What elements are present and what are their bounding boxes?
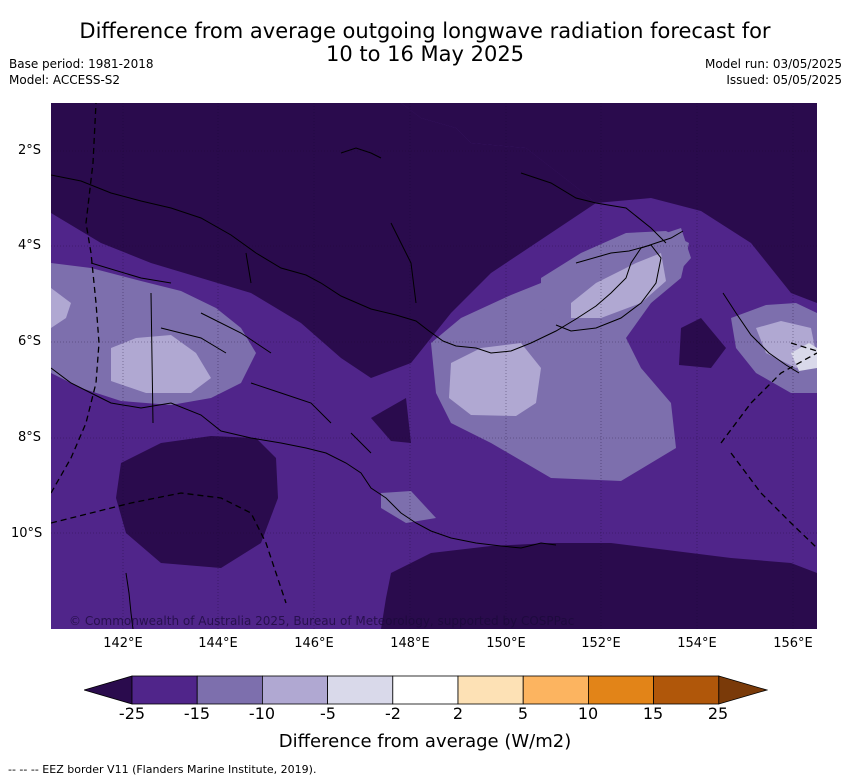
border-png-provinces — [90, 222, 417, 454]
legend-label: -2 — [385, 704, 401, 723]
legend-swatch — [653, 675, 720, 705]
coast-new-britain — [555, 244, 662, 332]
legend-label: 25 — [707, 704, 729, 723]
coast-bougainville — [722, 292, 800, 374]
coastlines — [51, 147, 800, 629]
coast-new-ireland — [520, 172, 667, 244]
legend-label: -15 — [183, 704, 211, 723]
legend-label: -25 — [118, 704, 146, 723]
lon-tick: 144°E — [198, 636, 238, 651]
lat-tick: 2°S — [18, 143, 42, 158]
legend-colorbar — [84, 675, 768, 705]
band-10-5-west-inner — [111, 335, 211, 393]
lat-tick: 10°S — [11, 526, 43, 541]
legend-label: 5 — [517, 704, 529, 723]
legend-label: 15 — [642, 704, 664, 723]
eez-border — [51, 103, 817, 604]
legend-swatch — [587, 675, 654, 705]
dark-region-se — [381, 543, 817, 629]
meta-right: Model run: 03/05/2025 Issued: 05/05/2025 — [705, 56, 842, 88]
dark-region-north — [51, 103, 817, 303]
map-panel: © Commonwealth of Australia 2025, Bureau… — [51, 103, 817, 629]
lat-tick: 4°S — [18, 238, 42, 253]
border-png-indonesia — [150, 292, 154, 424]
band-10-5-west — [51, 288, 71, 328]
dark-spot-east — [679, 318, 726, 368]
legend-swatch — [327, 675, 394, 705]
graticule — [51, 103, 817, 629]
legend-swatch — [131, 675, 198, 705]
legend-label: -5 — [320, 704, 336, 723]
legend-label: 10 — [577, 704, 599, 723]
lon-tick: 152°E — [581, 636, 621, 651]
dark-spot-center — [371, 398, 411, 443]
legend-label: 2 — [452, 704, 464, 723]
lon-tick: 146°E — [294, 636, 334, 651]
legend-swatch — [392, 675, 459, 705]
olr-anomaly-map — [51, 103, 817, 629]
issued-date: Issued: 05/05/2025 — [726, 73, 842, 87]
model-run: Model run: 03/05/2025 — [704, 57, 842, 71]
lon-tick: 156°E — [773, 636, 813, 651]
legend-label: -10 — [248, 704, 276, 723]
map-copyright: © Commonwealth of Australia 2025, Bureau… — [69, 614, 575, 628]
lon-tick: 150°E — [486, 636, 526, 651]
chart-title: Difference from average outgoing longwav… — [0, 20, 850, 66]
band-10-5-central — [449, 343, 541, 416]
lon-tick: 154°E — [677, 636, 717, 651]
model-name: Model: ACCESS-S2 — [9, 73, 121, 87]
dark-region-sw — [116, 436, 278, 568]
legend-swatch — [522, 675, 589, 705]
eez-footnote: -- -- -- EEZ border V11 (Flanders Marine… — [8, 763, 317, 776]
legend-extend-low — [84, 675, 133, 705]
coast-cape-york — [125, 572, 134, 629]
legend-swatch — [261, 675, 328, 705]
legend-swatch — [196, 675, 263, 705]
coast-manus — [340, 147, 382, 159]
meta-left: Base period: 1981-2018 Model: ACCESS-S2 — [9, 56, 154, 88]
coast-new-guinea-south — [51, 367, 557, 549]
lat-tick: 8°S — [18, 430, 42, 445]
coast-new-guinea-north — [51, 174, 684, 354]
legend-title: Difference from average (W/m2) — [278, 731, 572, 752]
base-period: Base period: 1981-2018 — [9, 57, 154, 71]
title-line-1: Difference from average outgoing longwav… — [79, 19, 771, 43]
legend-swatch — [457, 675, 524, 705]
lon-tick: 142°E — [103, 636, 143, 651]
legend-extend-high — [718, 675, 768, 705]
dark-region-north-b — [51, 103, 596, 378]
band-15-10-south-small — [381, 491, 436, 523]
title-line-2: 10 to 16 May 2025 — [325, 42, 525, 66]
lat-tick: 6°S — [18, 334, 42, 349]
lon-tick: 148°E — [390, 636, 430, 651]
